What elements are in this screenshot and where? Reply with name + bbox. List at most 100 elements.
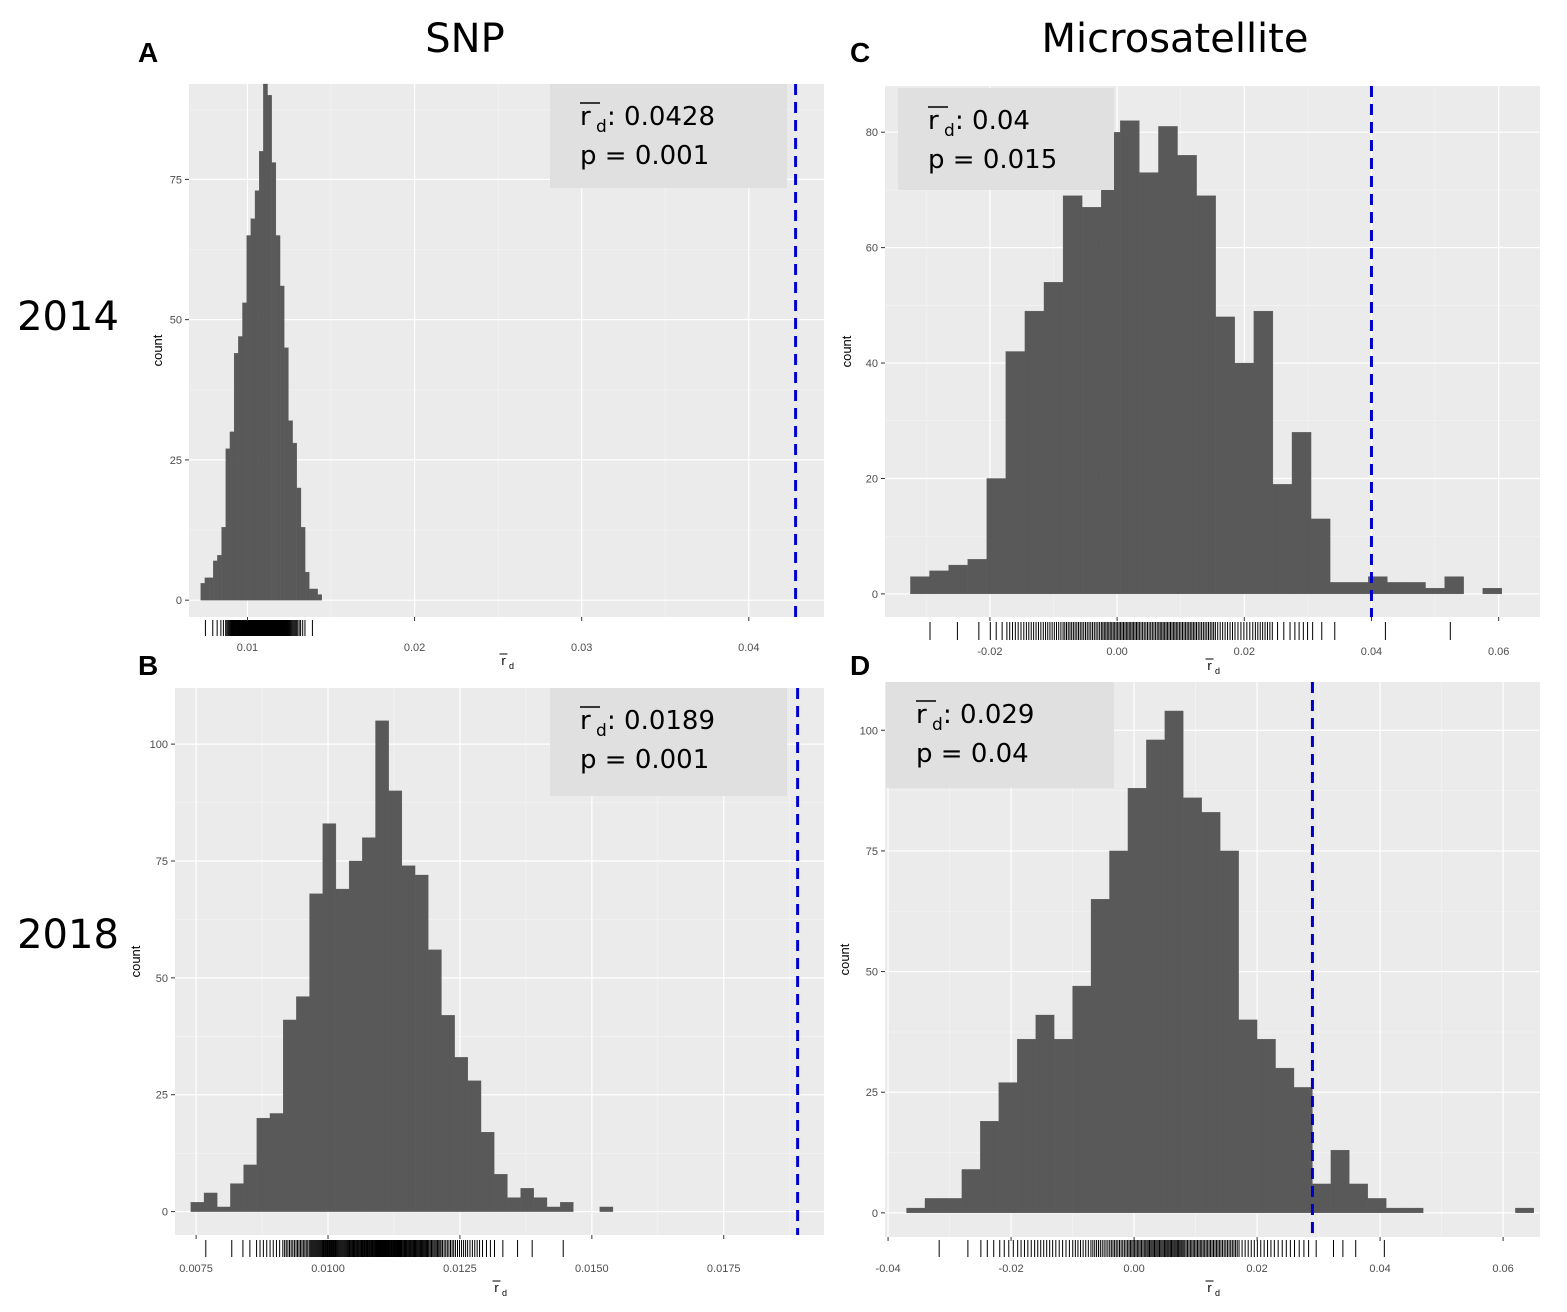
annotation-p-value-c: p = 0.015 [928,145,1057,175]
annotation-stat-value-a: : 0.0428 [607,102,715,132]
histogram-bar-c [1005,351,1026,595]
x-tick-label-d: 0.06 [1492,1263,1513,1275]
rug-marks-c [929,622,1451,640]
histogram-bar-a [271,162,277,601]
histogram-bar-c [948,564,968,595]
annotation-stat-sub-b: d [596,721,607,741]
histogram-bar-c [929,570,949,595]
panel-label-c: C [850,37,870,68]
histogram-bar-d [1367,1198,1387,1214]
histogram-bar-d [943,1198,963,1214]
x-tick-label-b: 0.0100 [311,1263,345,1275]
x-tick-label-c: 0.02 [1234,646,1255,658]
x-tick-label-a: 0.03 [571,642,592,654]
y-tick-label-c: 80 [866,127,878,139]
annotation-box-d [886,682,1114,788]
histogram-bar-c [1329,582,1350,595]
x-tick-label-a: 0.01 [237,642,258,654]
histogram-bar-a [225,448,231,601]
histogram-bar-c [1139,172,1159,595]
histogram-bar-d [1053,1038,1073,1214]
histogram-bar-d [1220,850,1239,1214]
rug-marks-a [204,620,313,636]
histogram-bar-c [1101,132,1121,595]
histogram-bar-c [910,576,930,595]
histogram-bar-b [230,1183,244,1212]
histogram-bar-b [599,1206,614,1212]
annotation-stat-symbol-a: r [580,102,591,132]
histogram-bar-a [213,560,218,601]
histogram-bar-b [480,1131,495,1212]
histogram-bar-d [1238,1019,1258,1214]
column-header-microsatellite: Microsatellite [1042,16,1309,62]
histogram-bar-c [1444,576,1464,595]
histogram-bar-d [1183,797,1202,1214]
histogram-bar-b [362,837,376,1212]
y-tick-label-b: 75 [156,856,168,868]
histogram-bar-a [279,285,285,601]
histogram-bar-b [217,1206,231,1212]
x-axis-title-d: r [1207,1280,1212,1295]
histogram-bar-c [1024,310,1045,595]
histogram-bar-d [1312,1183,1332,1214]
y-tick-label-b: 0 [162,1207,168,1219]
y-axis-title-b: count [128,945,143,977]
panel-label-a: A [138,37,158,68]
y-axis-title-a: count [150,334,165,366]
histogram-bar-a [304,571,310,601]
histogram-bar-a [242,302,247,601]
histogram-bar-a [246,235,251,601]
histogram-bar-b [203,1192,218,1212]
x-tick-label-c: 0.06 [1488,646,1509,658]
histogram-bar-d [906,1207,926,1214]
panel-label-d: D [850,650,870,681]
histogram-bar-a [233,353,239,601]
histogram-bar-c [1349,582,1369,595]
y-tick-label-b: 25 [156,1090,168,1102]
histogram-bar-c [1234,362,1254,595]
y-tick-label-a: 0 [176,595,182,607]
panel-label-b: B [138,650,158,681]
histogram-bar-b [322,823,337,1212]
x-axis-title-sub-a: d [509,661,514,671]
histogram-bar-b [533,1197,548,1212]
histogram-bar-d [1017,1038,1036,1214]
x-axis-title-sub-c: d [1215,666,1220,676]
histogram-bar-c [1158,126,1178,595]
histogram-bar-d [1256,1038,1276,1214]
annotation-stat-value-c: : 0.04 [955,106,1030,136]
annotation-stat-symbol-c: r [928,106,939,136]
histogram-bar-a [317,594,322,601]
annotation-stat-sub-c: d [944,121,955,141]
x-tick-label-b: 0.0125 [443,1263,477,1275]
annotation-box-c [898,88,1114,190]
histogram-bar-b [520,1188,534,1212]
x-tick-label-d: -0.02 [999,1263,1024,1275]
histogram-bar-d [1201,812,1221,1214]
histogram-bar-a [313,588,318,601]
histogram-bar-a [238,336,243,601]
histogram-bar-a [267,95,272,601]
y-tick-label-c: 20 [866,473,878,485]
x-axis-title-a: r [501,653,506,668]
histogram-bar-c [1120,120,1140,595]
histogram-bar-b [348,860,363,1212]
y-tick-label-c: 60 [866,243,878,255]
histogram-bar-d [1275,1067,1295,1214]
histogram-bar-a [309,588,314,601]
histogram-bar-b [414,874,429,1212]
histogram-bar-c [1425,587,1445,595]
x-tick-label-c: 0.00 [1106,646,1127,658]
histogram-bar-d [1515,1207,1534,1214]
y-tick-label-d: 100 [860,725,878,737]
annotation-stat-symbol-d: r [916,700,927,730]
histogram-bar-b [388,790,403,1212]
histogram-bar-d [1386,1207,1405,1214]
histogram-bar-b [454,1057,468,1212]
histogram-bar-d [1349,1183,1368,1214]
histogram-bar-c [1291,432,1312,595]
y-axis-title-c: count [839,335,854,367]
y-tick-label-a: 25 [170,455,182,467]
